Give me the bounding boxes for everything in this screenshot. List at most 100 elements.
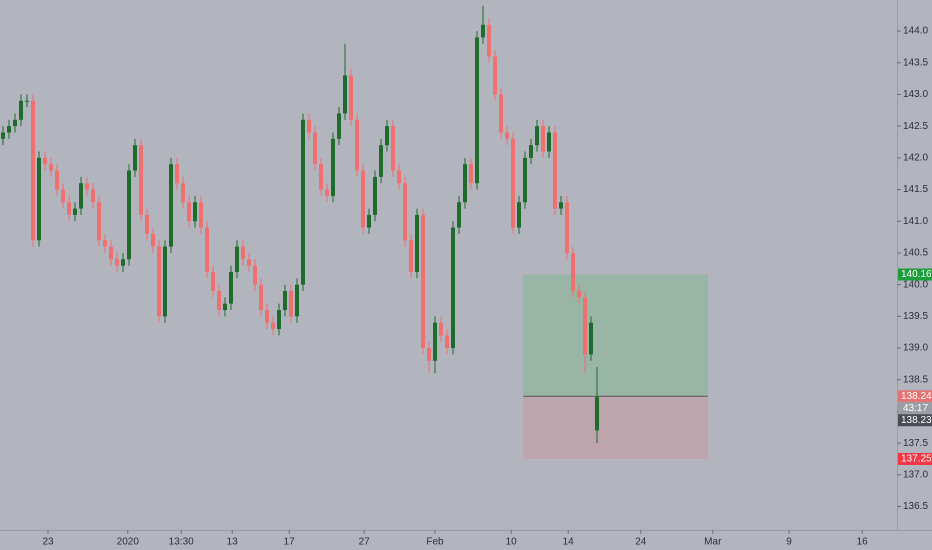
candle-body — [397, 170, 401, 184]
candle-body — [121, 259, 125, 266]
candle-body — [523, 157, 527, 203]
price-tag-label: 137.25 — [901, 454, 932, 465]
candle-body — [67, 202, 71, 215]
candle-body — [355, 119, 359, 171]
candle-body — [421, 214, 425, 349]
y-tick-label: 139.0 — [903, 343, 928, 354]
candle-body — [7, 126, 11, 133]
candle-body — [193, 202, 197, 222]
candle-body — [277, 310, 281, 330]
y-tick-label: 143.5 — [903, 57, 928, 68]
candle-body — [235, 246, 239, 272]
x-tick-label: 10 — [506, 537, 518, 548]
candle-body — [211, 271, 215, 291]
candle-body — [73, 208, 77, 215]
candle-body — [493, 56, 497, 95]
candle-body — [451, 227, 455, 349]
candle-body — [301, 119, 305, 285]
price-tag — [898, 414, 932, 427]
candle-body — [595, 396, 599, 431]
candle-body — [469, 164, 473, 184]
candle-body — [25, 100, 29, 102]
candle-body — [85, 183, 89, 190]
y-tick-label: 137.5 — [903, 438, 928, 449]
x-tick-label: 24 — [635, 537, 647, 548]
candle-body — [271, 322, 275, 330]
candle-body — [61, 189, 65, 203]
candle-body — [343, 75, 347, 114]
countdown: 43:17 — [903, 403, 928, 414]
price-tag — [898, 268, 932, 281]
candle-body — [157, 246, 161, 317]
candle-body — [553, 132, 557, 209]
candle-body — [361, 170, 365, 228]
loss-zone — [523, 396, 708, 459]
candle-body — [181, 183, 185, 203]
candle-body — [517, 202, 521, 228]
candle-body — [37, 157, 41, 241]
candle-body — [367, 214, 371, 228]
y-tick-label: 136.5 — [903, 501, 928, 512]
candle-body — [385, 126, 389, 146]
price-tag-label: 138.24 — [901, 391, 932, 402]
profit-zone — [523, 274, 708, 397]
y-tick-label: 139.5 — [903, 311, 928, 322]
candle-body — [91, 189, 95, 203]
candle-body — [325, 189, 329, 196]
candle-body — [535, 126, 539, 146]
candle-body — [439, 322, 443, 336]
candle-body — [163, 246, 167, 317]
candle-body — [487, 24, 491, 57]
candle-body — [511, 138, 515, 228]
y-tick-label: 142.0 — [903, 152, 928, 163]
candle-body — [151, 233, 155, 247]
x-tick-label: 9 — [786, 537, 792, 548]
price-tag-label: 140.16 — [901, 269, 932, 280]
candle-body — [49, 164, 53, 171]
x-tick-label: 13 — [227, 537, 239, 548]
candle-body — [109, 246, 113, 260]
candle-body — [31, 100, 35, 241]
candle-body — [133, 145, 137, 171]
candle-body — [541, 126, 545, 152]
candle-body — [199, 202, 203, 228]
candle-body — [79, 183, 83, 209]
candle-body — [415, 214, 419, 272]
y-tick-label: 142.5 — [903, 121, 928, 132]
candle-body — [319, 164, 323, 190]
countdown-box — [898, 402, 932, 415]
candle-body — [337, 113, 341, 139]
x-tick-label: Mar — [704, 537, 722, 548]
candle-body — [97, 202, 101, 241]
x-tick-label: 27 — [359, 537, 371, 548]
y-tick-label: 137.0 — [903, 469, 928, 480]
candle-body — [241, 246, 245, 260]
candle-body — [403, 183, 407, 241]
candle-body — [307, 119, 311, 133]
candle-body — [115, 259, 119, 266]
y-tick-label: 141.0 — [903, 216, 928, 227]
candle-body — [265, 310, 269, 323]
candle-body — [313, 132, 317, 165]
candle-body — [379, 145, 383, 177]
candle-body — [175, 164, 179, 184]
candle-body — [19, 100, 23, 120]
x-tick-label: 2020 — [117, 537, 140, 548]
price-tag-label: 138.23 — [901, 415, 932, 426]
candle-body — [259, 284, 263, 311]
candle-body — [127, 170, 131, 260]
y-tick-label: 141.5 — [903, 184, 928, 195]
x-tick-label: 17 — [284, 537, 296, 548]
y-tick-label: 144.0 — [903, 26, 928, 37]
candle-body — [205, 227, 209, 272]
candle-body — [463, 164, 467, 203]
candle-body — [1, 132, 5, 139]
candle-body — [187, 202, 191, 222]
candle-body — [247, 259, 251, 266]
candle-body — [289, 290, 293, 317]
candle-body — [577, 290, 581, 298]
candle-body — [559, 202, 563, 209]
candle-body — [295, 284, 299, 317]
